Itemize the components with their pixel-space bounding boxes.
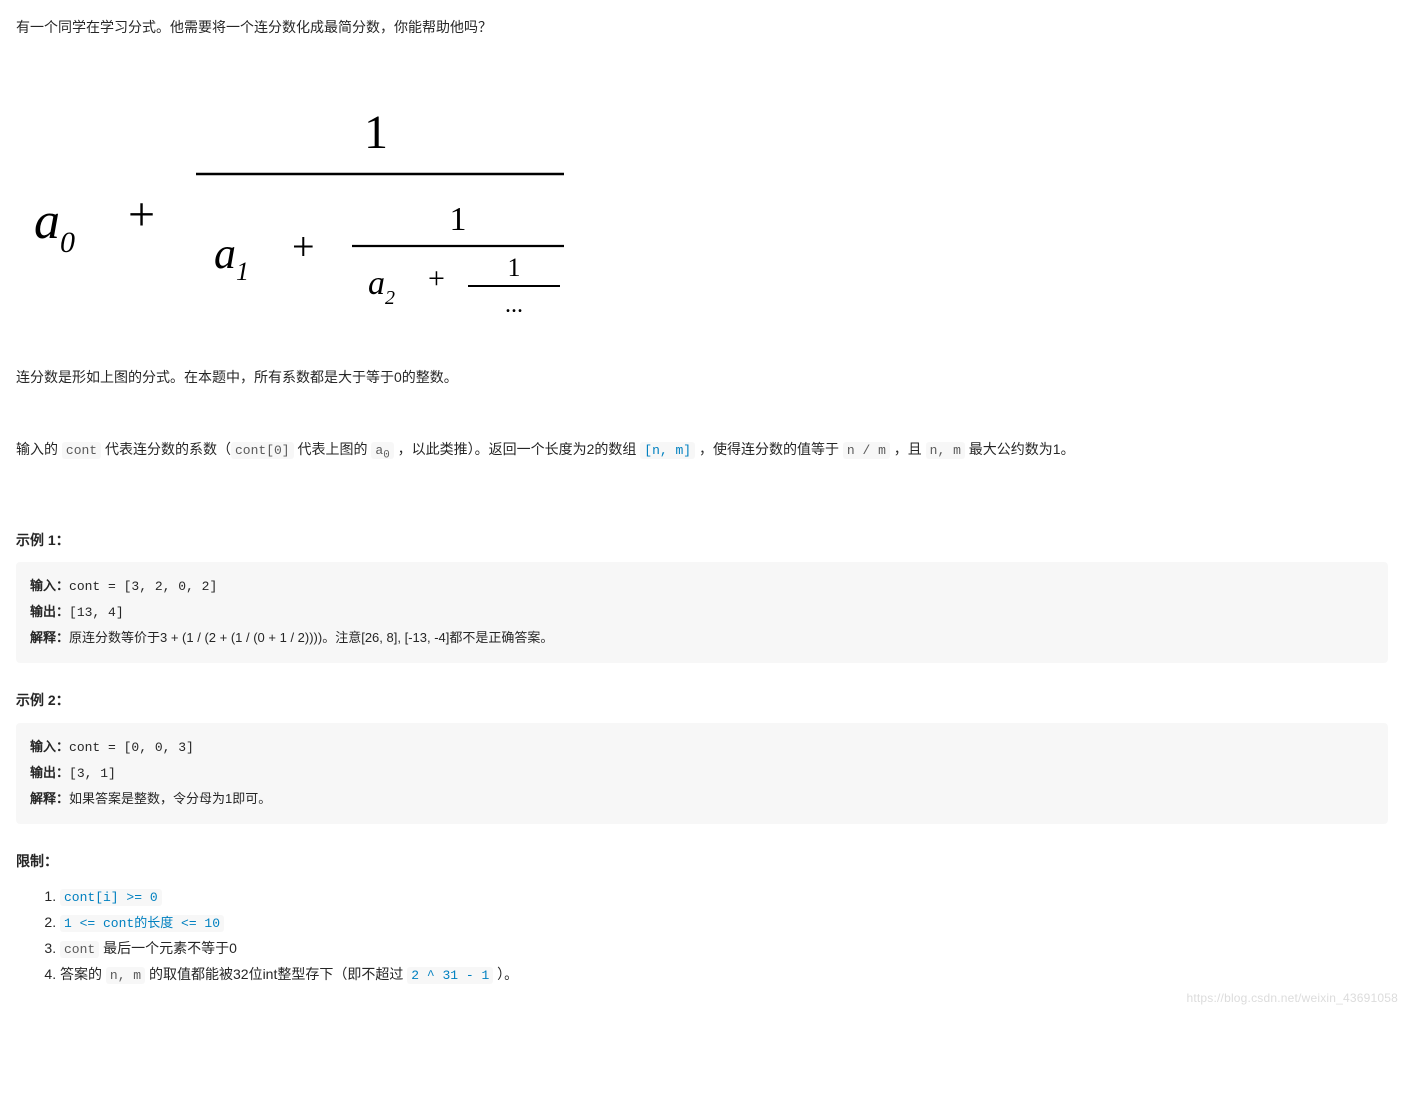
after-formula-text: 连分数是形如上图的分式。在本题中，所有系数都是大于等于0的整数。 (16, 366, 1388, 390)
text: 答案的 (60, 966, 106, 982)
output-value: [3, 1] (69, 766, 116, 781)
input-value: cont = [3, 2, 0, 2] (69, 579, 217, 594)
text: 最后一个元素不等于0 (99, 940, 237, 956)
output-label: 输出： (30, 604, 69, 619)
text: 最大公约数为1。 (965, 441, 1075, 457)
text: ，使得连分数的值等于 (695, 441, 843, 457)
formula-one-1: 1 (364, 106, 388, 159)
formula-image: a0 + 1 a1 + 1 a2 + 1 ... (16, 50, 1388, 356)
code-limit-4-bound: 2 ^ 31 - 1 (407, 967, 493, 984)
example-2-block: 输入：cont = [0, 0, 3] 输出：[3, 1] 解释：如果答案是整数… (16, 723, 1388, 824)
text: 输入的 (16, 441, 62, 457)
text: 代表上图的 (294, 441, 372, 457)
input-label: 输入： (30, 739, 69, 754)
example-2-title: 示例 2： (16, 689, 1388, 713)
limit-item-1: cont[i] >= 0 (60, 884, 1388, 910)
code-limit-1: cont[i] >= 0 (60, 889, 162, 906)
input-label: 输入： (30, 578, 69, 593)
code-n-div-m: n / m (843, 442, 890, 459)
code-limit-2: 1 <= cont的长度 <= 10 (60, 915, 224, 932)
code-limit-4-nm: n, m (106, 967, 145, 984)
text: ）。 (493, 966, 518, 982)
note-value: 原连分数等价于3 + (1 / (2 + (1 / (0 + 1 / 2))))… (69, 630, 335, 645)
example-1-title: 示例 1： (16, 529, 1388, 553)
example-1-block: 输入：cont = [3, 2, 0, 2] 输出：[13, 4] 解释：原连分… (16, 562, 1388, 663)
output-label: 输出： (30, 765, 69, 780)
text: 的取值都能被32位int整型存下（即不超过 (145, 966, 407, 982)
text: ，且 (890, 441, 926, 457)
code-limit-3: cont (60, 941, 99, 958)
formula-a0: a0 (34, 193, 75, 259)
formula-one-3: 1 (508, 253, 521, 282)
formula-plus-1: + (128, 188, 155, 241)
intro-text: 有一个同学在学习分式。他需要将一个连分数化成最简分数，你能帮助他吗？ (16, 16, 1388, 40)
formula-ellipsis: ... (505, 292, 523, 318)
limits-title: 限制： (16, 850, 1388, 874)
code-nm-arr: [n, m] (640, 442, 695, 459)
output-value: [13, 4] (69, 605, 124, 620)
limit-item-2: 1 <= cont的长度 <= 10 (60, 910, 1388, 936)
limits-list: cont[i] >= 0 1 <= cont的长度 <= 10 cont 最后一… (16, 884, 1388, 988)
input-description: 输入的 cont 代表连分数的系数（cont[0] 代表上图的 a0 ，以此类推… (16, 438, 1388, 465)
text: ，以此类推）。返回一个长度为2的数组 (394, 441, 641, 457)
formula-plus-2: + (292, 224, 315, 269)
code-a0: a0 (371, 442, 393, 459)
input-value: cont = [0, 0, 3] (69, 740, 194, 755)
formula-one-2: 1 (450, 201, 467, 238)
code-n-m: n, m (926, 442, 965, 459)
continued-fraction-svg: a0 + 1 a1 + 1 a2 + 1 ... (16, 78, 576, 328)
formula-a2: a2 (368, 265, 395, 309)
formula-plus-3: + (428, 262, 445, 295)
limit-item-4: 答案的 n, m 的取值都能被32位int整型存下（即不超过 2 ^ 31 - … (60, 962, 1388, 988)
note-value-cn: 注意[26, 8], [-13, -4]都不是正确答案。 (335, 630, 553, 645)
watermark: https://blog.csdn.net/weixin_43691058 (1186, 988, 1398, 1008)
formula-a1: a1 (214, 229, 249, 286)
note-value: 如果答案是整数，令分母为1即可。 (69, 791, 271, 806)
code-cont: cont (62, 442, 101, 459)
limit-item-3: cont 最后一个元素不等于0 (60, 936, 1388, 962)
note-label: 解释： (30, 791, 69, 806)
note-label: 解释： (30, 630, 69, 645)
text: 代表连分数的系数（ (101, 441, 231, 457)
code-cont-0: cont[0] (231, 442, 294, 459)
